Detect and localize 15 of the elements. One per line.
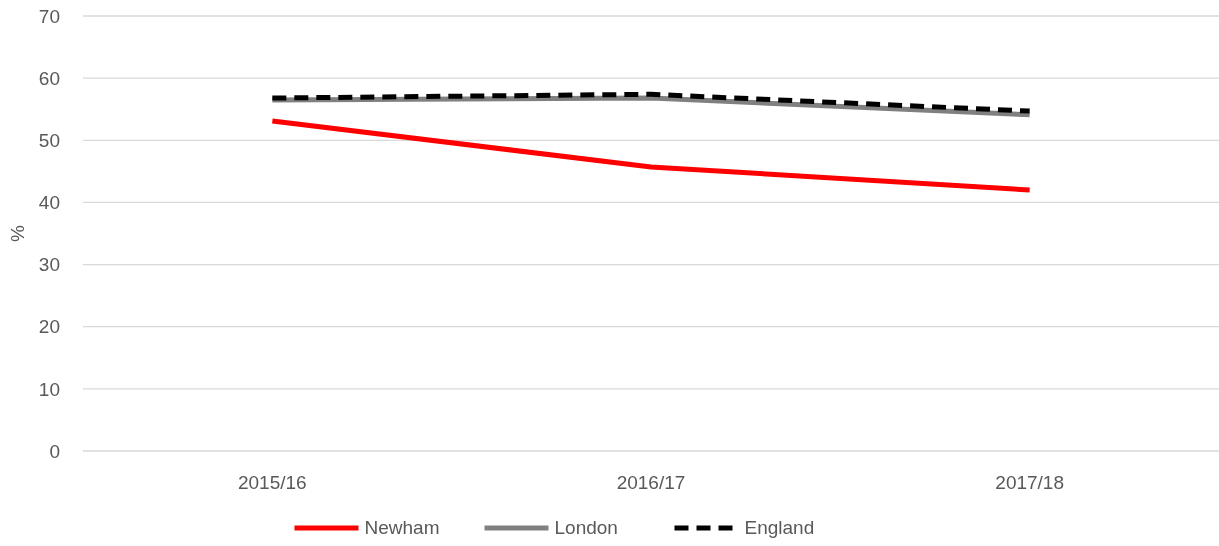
legend-label: England <box>744 517 815 538</box>
x-tick-label: 2017/18 <box>995 472 1065 493</box>
y-tick-label: 70 <box>38 5 60 27</box>
y-tick-label: 30 <box>38 254 60 276</box>
y-tick-label: 50 <box>38 129 60 151</box>
legend-label: London <box>554 517 618 538</box>
y-tick-label: 20 <box>38 316 60 338</box>
x-tick-label: 2015/16 <box>237 472 307 493</box>
y-tick-label: 0 <box>49 440 60 462</box>
y-axis-title: % <box>7 224 28 242</box>
y-tick-label: 60 <box>38 67 60 89</box>
y-tick-label: 10 <box>38 378 60 400</box>
y-tick-label: 40 <box>38 192 60 214</box>
legend-label: Newham <box>364 517 440 538</box>
x-tick-label: 2016/17 <box>616 472 686 493</box>
